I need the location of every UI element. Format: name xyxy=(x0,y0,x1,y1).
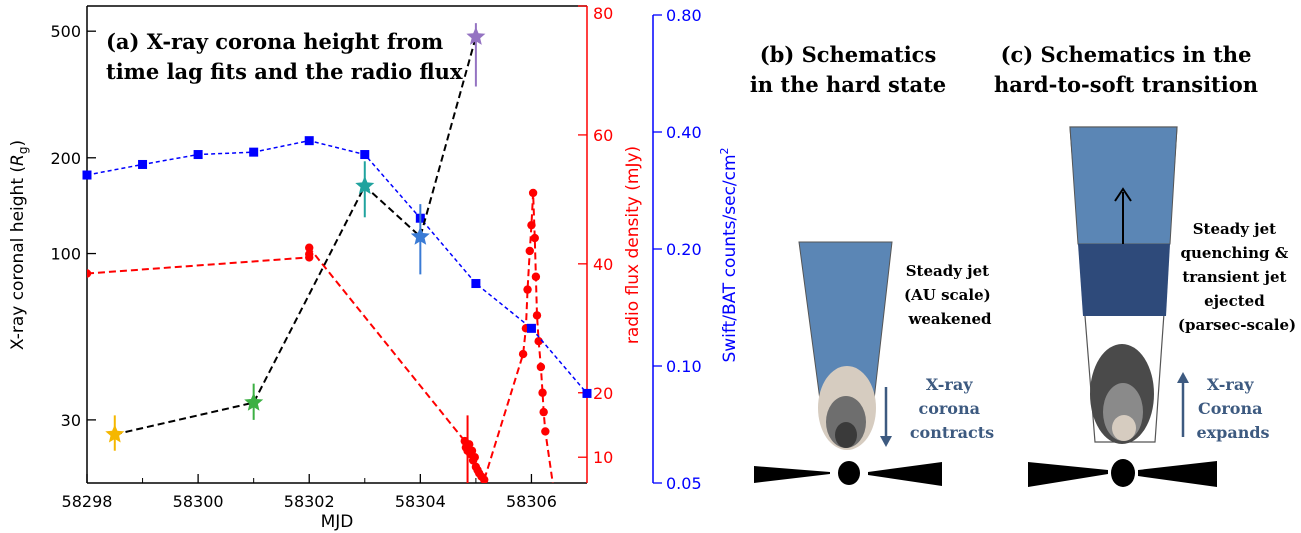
x-tick-label: 58306 xyxy=(506,492,557,511)
panel-c-corona-label: X-ray Corona expands xyxy=(1196,375,1269,442)
radio-flux-line xyxy=(87,192,554,483)
bat-point xyxy=(138,159,148,169)
accretion-disk-left xyxy=(1028,462,1108,487)
accretion-disk-right xyxy=(868,462,942,486)
bat-tick-label: 0.05 xyxy=(666,474,702,493)
panel-c-jet-label: Steady jet quenching & transient jet eje… xyxy=(1178,220,1296,334)
panel-b-corona-label: X-ray corona contracts xyxy=(910,375,994,442)
panel-b-title-line1: (b) Schematics xyxy=(760,42,937,67)
radio-point xyxy=(531,272,541,281)
panel-c-title-line1: (c) Schematics in the xyxy=(1001,42,1252,67)
x-tick-label: 58302 xyxy=(284,492,335,511)
panel-a-title-line2: time lag fits and the radio flux xyxy=(106,59,463,84)
bat-point xyxy=(304,136,314,146)
panel-c-schematic: (c) Schematics in the hard-to-soft trans… xyxy=(994,42,1296,487)
black-hole xyxy=(1111,459,1135,487)
height-star xyxy=(105,424,125,443)
panel-b-schematic: (b) Schematics in the hard state Steady … xyxy=(750,42,996,486)
bat-point xyxy=(471,279,481,289)
left-tick-label: 500 xyxy=(50,22,81,41)
panel-c-title-line2: hard-to-soft transition xyxy=(994,72,1258,97)
bat-point xyxy=(526,323,536,333)
left-tick-label: 200 xyxy=(50,149,81,168)
radio-point xyxy=(467,446,477,455)
radio-point xyxy=(518,349,528,359)
panel-b-jet-label: Steady jet (AU scale) weakened xyxy=(904,262,996,328)
x-tick-label: 58300 xyxy=(173,492,224,511)
bat-tick-label: 0.80 xyxy=(666,6,702,25)
contract-arrow-head xyxy=(880,436,892,447)
panel-b-title-line2: in the hard state xyxy=(750,72,946,97)
expand-arrow-head xyxy=(1177,372,1189,383)
x-axis-label: MJD xyxy=(321,512,354,532)
bat-axis-ticks: 0.05 0.10 0.20 0.40 0.80 xyxy=(653,6,702,493)
radio-point xyxy=(305,243,314,252)
bat-point xyxy=(360,150,370,160)
accretion-disk-right xyxy=(1138,461,1217,487)
bat-point xyxy=(193,150,203,160)
height-star xyxy=(410,226,430,245)
bat-point xyxy=(249,147,259,157)
bat-count-line xyxy=(86,139,588,394)
radio-tick-label: 20 xyxy=(593,384,613,403)
radio-point xyxy=(527,220,536,230)
radio-point xyxy=(480,475,489,483)
left-axis-ticks: 30 100 200 500 xyxy=(50,22,96,430)
radio-tick-label: 80 xyxy=(593,4,613,23)
series-layer xyxy=(82,23,592,483)
radio-axis-label: radio flux density (mJy) xyxy=(623,146,643,344)
left-tick-label: 100 xyxy=(50,245,81,264)
radio-point xyxy=(470,453,479,462)
height-star xyxy=(244,392,264,411)
bat-tick-label: 0.20 xyxy=(666,240,702,259)
radio-point xyxy=(534,336,543,346)
radio-point xyxy=(465,440,474,449)
bat-axis-label: Swift/BAT counts/sec/cm2 xyxy=(718,147,740,362)
radio-tick-label: 40 xyxy=(593,255,613,274)
jet-motion-arrow-head xyxy=(1114,187,1132,202)
radio-point xyxy=(525,246,534,256)
x-axis-ticks: 58298 58300 58302 58304 58306 xyxy=(62,474,557,511)
quenched-jet-block xyxy=(1078,244,1170,316)
radio-point xyxy=(532,311,542,320)
height-star xyxy=(466,26,486,45)
x-tick-label: 58298 xyxy=(62,492,113,511)
bat-point xyxy=(82,170,92,180)
radio-point xyxy=(528,188,538,198)
bat-tick-label: 0.40 xyxy=(666,123,702,142)
black-hole xyxy=(838,461,860,485)
accretion-disk-left xyxy=(754,466,830,483)
radio-point xyxy=(539,407,548,417)
radio-point xyxy=(530,233,539,243)
plot-area xyxy=(87,188,554,483)
radio-axis-ticks: 10 20 40 60 80 xyxy=(578,4,613,467)
corona-inner xyxy=(835,422,857,448)
corona-inner xyxy=(1112,415,1136,441)
x-tick-label: 58304 xyxy=(395,492,446,511)
radio-point xyxy=(87,269,92,278)
bat-tick-label: 0.10 xyxy=(666,357,702,376)
radio-tick-label: 10 xyxy=(593,448,613,467)
left-tick-label: 30 xyxy=(61,411,81,430)
radio-point xyxy=(305,249,314,259)
radio-point xyxy=(541,427,550,436)
height-star xyxy=(355,176,375,195)
bat-point xyxy=(582,388,592,398)
panel-a-chart: 58298 58300 58302 58304 58306 30 100 200 500 10… xyxy=(8,4,740,532)
radio-point xyxy=(523,285,532,294)
panel-a-title-line1: (a) X-ray corona height from xyxy=(106,29,443,54)
radio-point xyxy=(538,388,547,397)
radio-point xyxy=(536,362,546,372)
left-axis-label: X-ray coronal height (Rg) xyxy=(8,140,30,350)
radio-tick-label: 60 xyxy=(593,126,613,145)
